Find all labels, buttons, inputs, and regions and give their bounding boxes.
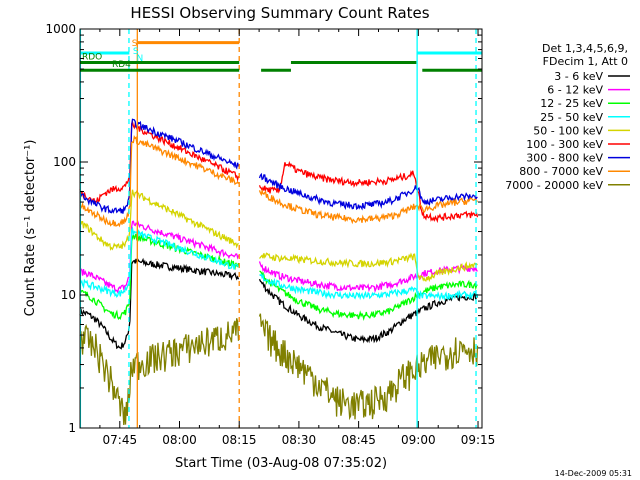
series-line-6-part-0	[79, 118, 240, 214]
series-line-1-part-0	[79, 219, 240, 294]
legend-label: 800 - 7000 keV	[519, 165, 603, 178]
legend-label: 100 - 300 keV	[526, 138, 603, 151]
series-line-4-part-0	[79, 189, 239, 251]
legend-label: 7000 - 20000 keV	[505, 179, 603, 192]
flag-letter-2: N	[137, 54, 144, 64]
flag-label-rd4: RD4	[112, 60, 131, 70]
legend-label: 12 - 25 keV	[540, 97, 603, 110]
x-tick-label: 08:15	[222, 433, 257, 447]
y-tick-label: 100	[53, 155, 76, 169]
y-tick-label: 10	[61, 288, 76, 302]
x-tick-label: 09:15	[461, 433, 496, 447]
plot-frame	[79, 28, 483, 429]
x-axis-label: Start Time (03-Aug-08 07:35:02)	[175, 456, 387, 471]
series-line-5-part-1	[258, 160, 479, 224]
series-line-2-part-1	[259, 270, 478, 321]
legend-label: 300 - 800 keV	[526, 152, 603, 165]
legend-header-line: Det 1,3,4,5,6,9,	[542, 42, 628, 55]
x-tick-label: 08:30	[282, 433, 317, 447]
legend-label: 25 - 50 keV	[540, 111, 603, 124]
x-tick-label: 08:00	[162, 433, 197, 447]
series-line-4-part-1	[258, 252, 478, 283]
y-tick-label: 1	[68, 421, 76, 435]
series-line-5-part-0	[79, 120, 240, 204]
x-tick-label: 09:00	[401, 433, 436, 447]
legend-header-line: FDecim 1, Att 0	[543, 55, 628, 68]
series-line-0-part-0	[79, 257, 240, 350]
series-line-7-part-0	[79, 135, 240, 228]
legend: Det 1,3,4,5,6,9,FDecim 1, Att 0 3 - 6 keV…	[505, 42, 630, 192]
legend-label: 3 - 6 keV	[554, 70, 603, 83]
footer-timestamp: 14-Dec-2009 05:31	[555, 469, 632, 478]
series-line-3-part-0	[79, 226, 240, 299]
x-tick-label: 08:45	[341, 433, 376, 447]
flag-letter-0: S	[132, 39, 138, 49]
legend-label: 6 - 12 keV	[547, 84, 603, 97]
flag-label-rdo: RDO	[82, 52, 102, 62]
x-tick-label: 07:45	[103, 433, 138, 447]
legend-label: 50 - 100 keV	[533, 124, 603, 137]
series-line-6-part-1	[258, 172, 478, 211]
flag-letter-1: S	[133, 47, 139, 57]
series-line-8-part-0	[79, 318, 240, 426]
chart-title: HESSI Observing Summary Count Rates	[130, 4, 429, 22]
y-axis-label: Count Rate (s⁻¹ detector⁻¹)	[23, 140, 38, 317]
series-line-8-part-1	[258, 313, 479, 421]
series-line-2-part-0	[79, 232, 240, 321]
series-line-7-part-1	[258, 188, 479, 225]
series-line-0-part-1	[258, 278, 479, 344]
series-line-3-part-1	[259, 273, 479, 302]
y-tick-label: 1000	[45, 22, 76, 36]
